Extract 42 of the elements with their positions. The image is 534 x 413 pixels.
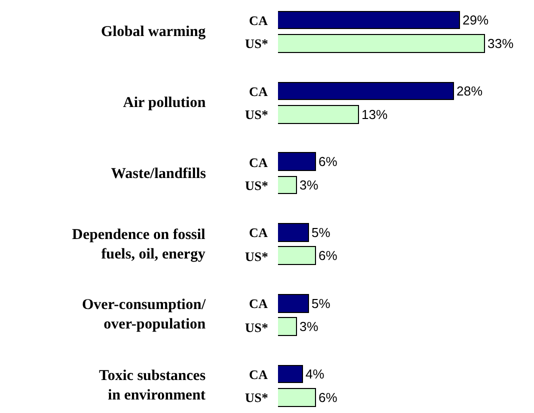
bar: [278, 246, 316, 265]
text: US*: [245, 178, 268, 193]
y-tick-label: Waste/landfills: [111, 166, 206, 182]
bar: [278, 388, 316, 407]
text: CA: [249, 296, 268, 311]
text: US*: [245, 107, 268, 122]
bar: [278, 223, 309, 242]
bar: [278, 11, 460, 29]
data-label: 6%: [318, 248, 338, 263]
text: US*: [245, 320, 268, 335]
bar: [278, 294, 309, 313]
bar: [278, 365, 303, 383]
data-label: 6%: [318, 390, 338, 405]
data-label: 3%: [300, 178, 319, 192]
bar: [278, 152, 316, 171]
data-label: 33%: [488, 36, 514, 51]
y-tick-label: Global warming: [101, 24, 206, 40]
bar: [278, 105, 359, 124]
series-label: US*: [245, 36, 268, 51]
bar: [278, 317, 297, 336]
data-label: 4%: [306, 366, 325, 382]
y-tick-label: Dependence on fossil fuels, oil, energy: [72, 227, 206, 262]
text: CA: [249, 155, 268, 170]
text: US*: [245, 249, 268, 264]
text: CA: [249, 225, 268, 240]
text: CA: [249, 84, 268, 99]
data-label: 3%: [300, 319, 319, 334]
text: US*: [245, 390, 268, 405]
data-label: 6%: [318, 154, 338, 169]
series-label: CA: [249, 13, 268, 28]
data-label: 13%: [362, 107, 388, 122]
y-tick-label: Toxic substances in environment: [99, 368, 206, 404]
data-label: 28%: [456, 84, 483, 98]
data-label: 29%: [462, 12, 489, 28]
data-label: 5%: [312, 225, 331, 240]
y-tick-label: Over-consumption/ over-population: [82, 297, 206, 332]
bar: [278, 82, 454, 100]
data-label: 5%: [312, 296, 331, 311]
bar: [278, 34, 485, 53]
bar: [278, 176, 297, 194]
text: CA: [249, 367, 268, 382]
y-tick-label: Air pollution: [123, 95, 206, 111]
